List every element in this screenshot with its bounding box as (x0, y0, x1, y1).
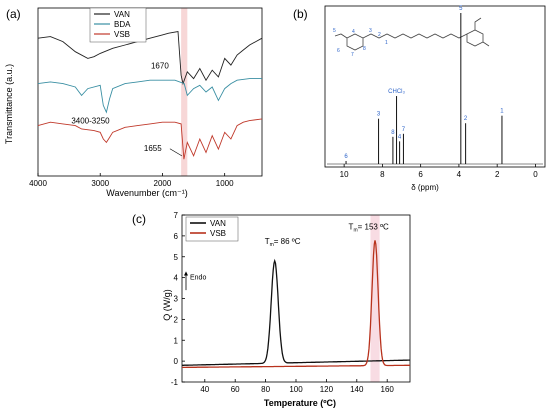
ftir-series-line-vsb (37, 118, 263, 160)
dsc-x-tick-label: 140 (350, 385, 364, 394)
nmr-peak-label: 3 (377, 112, 381, 118)
dsc-y-tick-label: 0 (174, 357, 179, 366)
ftir-chart: (a) Transmittance (a.u.) Wavenumber (cm⁻… (4, 7, 263, 198)
dsc-y-tick-label: 4 (174, 274, 179, 283)
nmr-peak-label: 1 (500, 109, 504, 115)
nmr-peak-label: 6 (344, 154, 348, 160)
dsc-legend-label: VAN (210, 219, 226, 228)
dsc-endo-arrowhead (184, 271, 188, 276)
dsc-y-tick-label: 2 (174, 315, 179, 324)
nmr-x-axis-label: δ (ppm) (411, 183, 439, 192)
ftir-x-tick-label: 4000 (29, 179, 47, 188)
dsc-y-tick-label: -1 (171, 378, 179, 387)
dsc-series-line-van (182, 258, 410, 366)
ftir-y-axis-label: Transmittance (a.u.) (4, 64, 14, 144)
nmr-peak-label: 8 (391, 130, 395, 136)
molecule-structure (334, 17, 490, 51)
ftir-series-line-bda (37, 78, 262, 114)
dsc-y-tick-label: 6 (174, 232, 179, 241)
ftir-series-line-van (37, 30, 263, 86)
nmr-plot-frame (324, 5, 546, 168)
ftir-highlight-band (181, 8, 188, 176)
dsc-chart: (c) Q (W/g) Temperature (ºC) 40 60 80 100 12… (132, 211, 411, 408)
nmr-peak-label: 7 (402, 127, 406, 133)
ftir-x-tick-label: 3000 (91, 179, 109, 188)
nmr-x-tick-label: 0 (533, 170, 538, 179)
dsc-legend-label: VSB (210, 229, 226, 238)
dsc-x-tick-label: 40 (200, 385, 209, 394)
ftir-x-tick-label: 1000 (216, 179, 234, 188)
nmr-x-tick-label: 8 (380, 170, 385, 179)
ftir-legend-label: VSB (114, 30, 130, 39)
dsc-y-tick-label: 5 (174, 253, 179, 262)
dsc-y-axis-label: Q (W/g) (162, 289, 172, 321)
structure-number-3: 3 (369, 28, 372, 34)
ftir-x-tick-label: 2000 (154, 179, 172, 188)
ftir-annotation-3400-3250: 3400-3250 (71, 117, 110, 126)
nmr-peak-label: CHCl₃ (388, 89, 405, 95)
dsc-tm-annotation: Tm= 86 ºC (265, 237, 301, 248)
dsc-y-tick-label: 3 (174, 295, 179, 304)
dsc-tm-annotation: Tm= 153 ºC (349, 223, 389, 234)
dsc-x-tick-label: 80 (261, 385, 270, 394)
ftir-annotation-1670: 1670 (151, 61, 169, 70)
ftir-plot-frame (37, 7, 263, 177)
structure-number-2: 2 (378, 32, 381, 38)
dsc-y-tick-label: 1 (174, 336, 179, 345)
nmr-peak-label: 5 (459, 6, 463, 12)
ftir-annotation-1655: 1655 (144, 144, 162, 153)
nmr-x-tick-label: 2 (495, 170, 500, 179)
ftir-legend-label: VAN (114, 10, 130, 19)
dsc-x-tick-label: 120 (320, 385, 334, 394)
structure-number-8: 8 (363, 46, 366, 52)
nmr-x-tick-label: 6 (418, 170, 423, 179)
dsc-highlight-band (370, 215, 380, 382)
nmr-chart: (b) δ (ppm) 5 4 3 2 1 6 7 8 10 8 6 4 2 0 6 3 CHC… (293, 5, 546, 192)
dsc-x-axis-label: Temperature (ºC) (264, 398, 336, 408)
dsc-endo-label: Endo (190, 275, 206, 282)
structure-numbers: 5 4 3 2 1 6 7 8 (333, 28, 388, 58)
nmr-peak-label: 2 (464, 116, 468, 122)
dsc-x-tick-label: 60 (231, 385, 240, 394)
panel-label-b: (b) (293, 7, 308, 21)
panel-label-a: (a) (6, 7, 21, 21)
panel-label-c: (c) (132, 212, 146, 226)
structure-number-4: 4 (352, 29, 355, 35)
ftir-legend-label: BDA (114, 20, 131, 29)
nmr-x-tick-label: 10 (340, 170, 349, 179)
dsc-legend-box (185, 216, 239, 242)
dsc-y-tick-label: 7 (174, 211, 179, 220)
ftir-x-axis-label: Wavenumber (cm⁻¹) (106, 188, 187, 198)
structure-number-7: 7 (351, 52, 354, 58)
dsc-series-line-vsb (182, 240, 410, 369)
dsc-x-tick-label: 160 (381, 385, 395, 394)
structure-number-6: 6 (337, 48, 340, 54)
dsc-x-tick-label: 100 (289, 385, 303, 394)
nmr-peak-label: 4 (398, 134, 402, 140)
ftir-annotation-arrow (169, 148, 183, 157)
nmr-x-tick-label: 4 (457, 170, 462, 179)
structure-number-1: 1 (385, 40, 388, 46)
structure-number-5: 5 (333, 28, 336, 34)
